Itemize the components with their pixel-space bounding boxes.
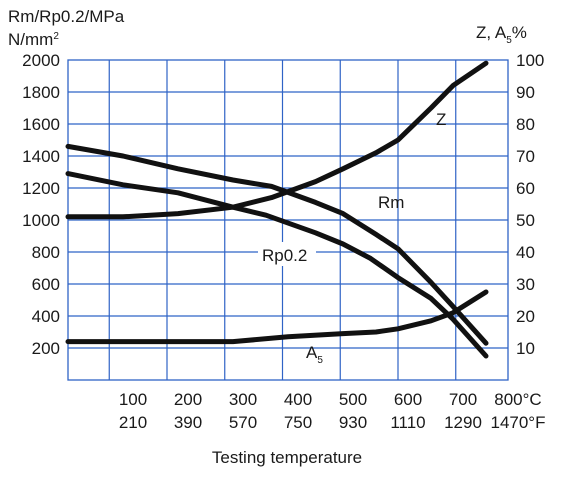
right-axis-label-subscript: 5 bbox=[506, 35, 512, 46]
x-axis-label: Testing temperature bbox=[212, 448, 362, 467]
x-tick-label-fahrenheit: 1110 bbox=[390, 413, 425, 432]
series-label-a5: A5 bbox=[306, 343, 323, 366]
series-label-rm: Rm bbox=[378, 193, 404, 212]
series-label-z: Z bbox=[436, 110, 446, 129]
left-axis-tick-label: 200 bbox=[32, 339, 60, 358]
x-tick-label-celsius: 400 bbox=[284, 390, 312, 409]
right-axis-ticks: 10 20 30 40 50 60 70 80 90 100 bbox=[516, 51, 544, 358]
rp02-label-background bbox=[258, 242, 316, 266]
left-axis-tick-label: 1200 bbox=[22, 179, 60, 198]
left-axis-ticks: 200 400 600 800 1000 1200 1400 1600 1800 2000 bbox=[22, 51, 60, 358]
left-axis-label-line2: N/mm2 bbox=[8, 30, 59, 49]
right-axis-tick-label: 90 bbox=[516, 83, 535, 102]
right-axis-tick-label: 40 bbox=[516, 243, 535, 262]
x-tick-label-celsius: 700 bbox=[449, 390, 477, 409]
left-axis-unit: N/mm bbox=[8, 30, 53, 49]
right-axis-tick-label: 20 bbox=[516, 307, 535, 326]
right-axis-label-main: Z, A bbox=[476, 23, 507, 42]
series-lines bbox=[65, 60, 489, 359]
x-tick-label-fahrenheit: 1290 bbox=[444, 413, 482, 432]
x-tick-label-celsius: 300 bbox=[229, 390, 257, 409]
right-axis-label-suffix: % bbox=[512, 23, 527, 42]
right-axis-tick-label: 50 bbox=[516, 211, 535, 230]
series-line-rm bbox=[65, 143, 489, 346]
x-tick-label-fahrenheit: 210 bbox=[119, 413, 147, 432]
x-axis-ticks: 100 200 300 400 500 600 700 800°C 210 390 570 750 93… bbox=[119, 390, 546, 432]
left-axis-tick-label: 800 bbox=[32, 243, 60, 262]
series-label-rp02: Rp0.2 bbox=[262, 246, 307, 265]
left-axis-unit-superscript: 2 bbox=[53, 31, 59, 42]
left-axis-tick-label: 400 bbox=[32, 307, 60, 326]
x-tick-label-celsius: 600 bbox=[394, 390, 422, 409]
right-axis-tick-label: 60 bbox=[516, 179, 535, 198]
series-line-rp02 bbox=[65, 171, 489, 359]
right-axis-tick-label: 80 bbox=[516, 115, 535, 134]
left-axis-tick-label: 1600 bbox=[22, 115, 60, 134]
left-axis-tick-label: 1800 bbox=[22, 83, 60, 102]
plot-frame bbox=[67, 59, 509, 381]
x-tick-label-celsius: 200 bbox=[174, 390, 202, 409]
grid bbox=[68, 60, 508, 380]
right-axis-tick-label: 70 bbox=[516, 147, 535, 166]
right-axis-tick-label: 10 bbox=[516, 339, 535, 358]
series-line-a bbox=[65, 289, 489, 345]
series-label-a5-subscript: 5 bbox=[317, 355, 323, 366]
right-axis-tick-label: 30 bbox=[516, 275, 535, 294]
x-tick-label-fahrenheit: 930 bbox=[339, 413, 367, 432]
right-axis-tick-label: 100 bbox=[516, 51, 544, 70]
left-axis-label-line1: Rm/Rp0.2/MPa bbox=[8, 7, 125, 26]
series-label-a5-main: A bbox=[306, 343, 318, 362]
left-axis-tick-label: 1000 bbox=[22, 211, 60, 230]
series-line-z bbox=[65, 60, 489, 220]
x-tick-label-celsius: 100 bbox=[119, 390, 147, 409]
left-axis-tick-label: 1400 bbox=[22, 147, 60, 166]
x-tick-label-celsius: 800°C bbox=[494, 390, 541, 409]
x-tick-label-fahrenheit: 390 bbox=[174, 413, 202, 432]
right-axis-label: Z, A5% bbox=[476, 23, 527, 46]
x-tick-label-fahrenheit: 750 bbox=[284, 413, 312, 432]
left-axis-tick-label: 600 bbox=[32, 275, 60, 294]
x-tick-label-celsius: 500 bbox=[339, 390, 367, 409]
x-tick-label-fahrenheit: 1470°F bbox=[490, 413, 545, 432]
left-axis-tick-label: 2000 bbox=[22, 51, 60, 70]
x-tick-label-fahrenheit: 570 bbox=[229, 413, 257, 432]
